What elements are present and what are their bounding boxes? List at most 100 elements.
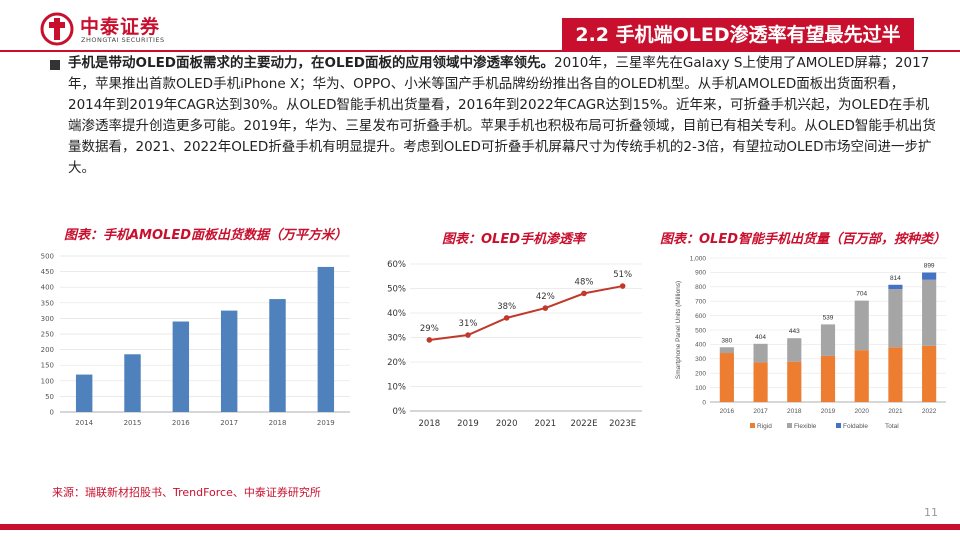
chart2-data-label: 48% [575,277,594,287]
chart2-data-label: 42% [536,292,555,302]
chart3-bar-rigid [821,356,835,402]
intro-paragraph: 手机是带动OLED面板需求的主要动力，在OLED面板的应用领域中渗透率领先。20… [68,53,936,179]
chart3-xtick-label: 2021 [888,408,903,415]
footer-divider [0,524,960,530]
chart3-bar-rigid [787,362,801,402]
chart3-total-label: 404 [755,334,766,341]
chart3-total-label: 443 [789,328,800,335]
chart3-bar-flexible [855,301,869,351]
section-title: 2.2 手机端OLED渗透率有望最先过半 [562,18,914,52]
logo-text-en: ZHONGTAI SECURITIES [81,36,165,44]
chart2-data-label: 31% [459,319,478,329]
chart1-ytick-label: 450 [41,268,54,276]
chart3-ytick-label: 100 [695,385,706,392]
chart1-ytick-label: 200 [41,346,54,354]
chart1-xtick-label: 2016 [172,419,190,427]
chart3-ytick-label: 700 [695,299,706,306]
chart3-ytick-label: 900 [695,270,706,277]
chart1-ytick-label: 400 [41,284,54,292]
chart3-bar-flexible [922,280,936,346]
chart1-xtick-label: 2017 [220,419,238,427]
chart3-ytick-label: 500 [695,327,706,334]
chart2-xtick-label: 2019 [457,419,479,429]
chart2-point [427,337,433,343]
chart1-bar [76,375,92,412]
chart3-bar-flexible [787,338,801,361]
chart3-y-axis-title: Smartphone Panel Units (Millions) [675,281,682,379]
chart3-ytick-label: 200 [695,371,706,378]
chart2-title: 图表：OLED手机渗透率 [442,228,585,247]
chart3-legend-swatch [836,423,841,428]
chart2-ytick-label: 0% [393,407,407,417]
chart3-legend-label: Total [885,423,899,430]
chart2-point [620,283,626,289]
chart3-ytick-label: 400 [695,342,706,349]
chart1-ytick-label: 300 [41,315,54,323]
chart3-bar-rigid [720,353,734,402]
chart1-ytick-label: 50 [45,393,54,401]
chart2-ytick-label: 60% [387,260,406,270]
chart3-total-label: 380 [721,337,732,344]
chart1-xtick-label: 2015 [124,419,142,427]
chart3-ytick-label: 300 [695,356,706,363]
source-note: 来源：瑞联新材招股书、TrendForce、中泰证券研究所 [52,484,321,500]
company-logo: 中泰证券 ZHONGTAI SECURITIES [40,10,180,46]
chart3-total-label: 704 [856,291,867,298]
chart1-bar [318,267,334,412]
chart3-ytick-label: 800 [695,284,706,291]
chart3-xtick-label: 2019 [821,408,836,415]
chart3-oled-smartphone-shipments: 0 100 200 300 400 500 600 700 800 900 1,000 Smartph… [668,250,950,436]
chart2-ytick-label: 20% [387,358,406,368]
chart3-bar-flexible [888,289,902,347]
chart3-ytick-label: 600 [695,313,706,320]
chart2-data-label: 29% [420,324,439,334]
chart1-bar [269,299,285,412]
chart2-xtick-label: 2021 [535,419,557,429]
chart2-xtick-label: 2022E [570,419,597,429]
chart1-xtick-label: 2018 [269,419,287,427]
chart2-xtick-label: 2023E [609,419,636,429]
chart3-legend-label: Rigid [757,423,772,430]
chart2-data-label: 51% [613,270,632,280]
chart1-title: 图表：手机AMOLED面板出货数据（万平方米） [64,224,347,243]
chart1-amoled-shipments: 0 50 100 150 200 250 300 350 400 450 500 2014 2015 20… [30,248,360,432]
chart3-bar-flexible [821,324,835,356]
chart1-ytick-label: 500 [41,253,54,261]
chart3-title: 图表：OLED智能手机出货量（百万部，按种类） [660,228,946,247]
chart3-total-label: 899 [924,263,935,270]
header-divider [0,50,960,52]
chart2-point [465,332,471,338]
chart2-ytick-label: 40% [387,309,406,319]
chart3-bar-flexible [753,344,767,363]
logo-mark-icon [40,12,74,46]
chart3-total-label: 539 [823,314,834,321]
chart2-point [543,305,549,311]
chart1-bar [221,311,237,412]
chart3-bar-foldable [888,285,902,289]
chart3-xtick-label: 2022 [922,408,937,415]
logo-text-cn: 中泰证券 [80,12,160,39]
chart3-xtick-label: 2017 [753,408,768,415]
chart3-xtick-label: 2016 [720,408,735,415]
chart1-xtick-label: 2014 [75,419,93,427]
chart3-xtick-label: 2018 [787,408,802,415]
chart3-xtick-label: 2020 [854,408,869,415]
chart3-bar-rigid [753,362,767,402]
chart2-ytick-label: 30% [387,334,406,344]
chart2-point [504,315,510,321]
intro-body: 2010年，三星率先在Galaxy S上使用了AMOLED屏幕；2017年，苹果… [68,55,936,176]
chart1-ytick-label: 350 [41,299,54,307]
chart3-bar-foldable [922,273,936,280]
chart3-bar-flexible [720,347,734,353]
chart1-bar [124,354,140,412]
chart2-xtick-label: 2018 [419,419,441,429]
chart2-xtick-label: 2020 [496,419,518,429]
chart2-point [581,291,587,297]
chart1-xtick-label: 2019 [317,419,335,427]
page-number: 11 [924,506,938,519]
chart3-legend-swatch [787,423,792,428]
bullet-square-icon [50,60,60,70]
chart1-ytick-label: 100 [41,377,54,385]
chart2-data-label: 38% [497,302,516,312]
chart3-ytick-label: 0 [702,399,706,406]
